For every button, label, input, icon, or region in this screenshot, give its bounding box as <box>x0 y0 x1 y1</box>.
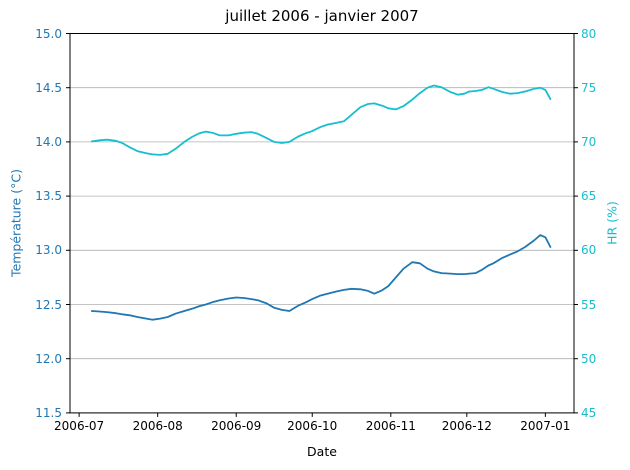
x-tick-label: 2006-08 <box>132 419 183 433</box>
y-tick-label-right: 65 <box>581 189 597 204</box>
y-tick-label-right: 80 <box>581 26 597 41</box>
x-tick-label: 2006-10 <box>287 419 338 433</box>
y-tick-label-left: 12.0 <box>35 351 62 366</box>
y-tick-label-right: 55 <box>581 297 597 312</box>
y-tick-label-right: 60 <box>581 243 597 258</box>
y-tick-label-left: 15.0 <box>35 26 62 41</box>
y-tick-label-left: 13.0 <box>35 243 62 258</box>
x-tick-label: 2007-01 <box>520 419 571 433</box>
chart-title: juillet 2006 - janvier 2007 <box>225 7 419 25</box>
y-axis-label-left: Température (°C) <box>8 169 24 277</box>
y-tick-label-left: 13.5 <box>35 189 62 204</box>
y-tick-label-left: 12.5 <box>35 297 62 312</box>
x-tick-label: 2006-11 <box>365 419 416 433</box>
x-tick-label: 2006-09 <box>211 419 262 433</box>
humidity-line <box>90 84 552 156</box>
axes-spines <box>69 33 575 414</box>
y-tick-label-right: 70 <box>581 134 597 149</box>
temperature-line <box>90 234 552 321</box>
y-tick-label-right: 45 <box>581 405 597 420</box>
x-tick-label: 2006-12 <box>441 419 492 433</box>
y-tick-label-left: 14.5 <box>35 80 62 95</box>
y-tick-label-left: 11.5 <box>35 405 62 420</box>
series <box>90 84 552 321</box>
x-tick-label: 2006-07 <box>54 419 105 433</box>
tick-marks <box>66 33 578 417</box>
y-tick-label-left: 14.0 <box>35 134 62 149</box>
y-tick-label-right: 50 <box>581 351 597 366</box>
y-tick-label-right: 75 <box>581 80 597 95</box>
y-axis-label-right: HR (%) <box>604 201 620 245</box>
gridlines <box>70 33 574 414</box>
x-axis-label: Date <box>307 444 337 459</box>
